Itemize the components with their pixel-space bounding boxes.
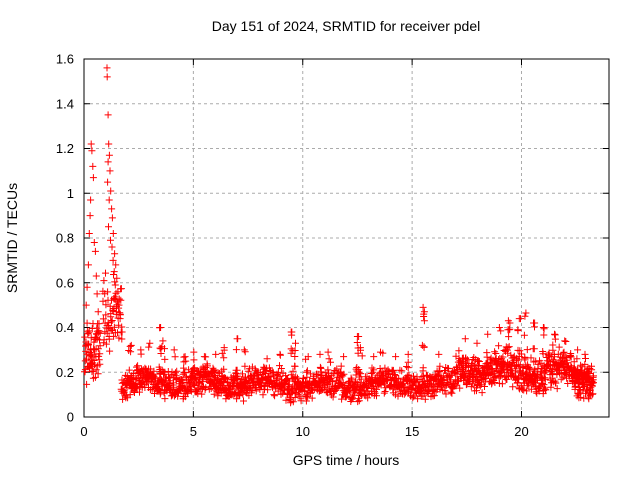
x-tick-label: 10 xyxy=(296,424,310,439)
y-tick-label: 1.6 xyxy=(56,52,74,67)
x-tick-label: 15 xyxy=(405,424,419,439)
y-tick-label: 0.4 xyxy=(56,320,74,335)
y-tick-label: 1.2 xyxy=(56,141,74,156)
scatter-points xyxy=(81,64,597,407)
x-tick-label: 20 xyxy=(514,424,528,439)
y-tick-label: 0.6 xyxy=(56,275,74,290)
x-axis-label: GPS time / hours xyxy=(293,452,400,468)
x-tick-label: 5 xyxy=(190,424,197,439)
y-axis-label: SRMTID / TECUs xyxy=(4,183,20,293)
x-tick-label: 0 xyxy=(80,424,87,439)
y-tick-labels: 0 0.2 0.4 0.6 0.8 1 1.2 1.4 1.6 xyxy=(56,52,74,425)
chart-title: Day 151 of 2024, SRMTID for receiver pde… xyxy=(212,18,480,34)
y-tick-label: 0.8 xyxy=(56,231,74,246)
y-tick-label: 0.2 xyxy=(56,365,74,380)
y-tick-label: 1 xyxy=(67,186,74,201)
x-tick-labels: 0 5 10 15 20 xyxy=(80,424,528,439)
y-tick-label: 0 xyxy=(67,410,74,425)
y-tick-label: 1.4 xyxy=(56,96,74,111)
